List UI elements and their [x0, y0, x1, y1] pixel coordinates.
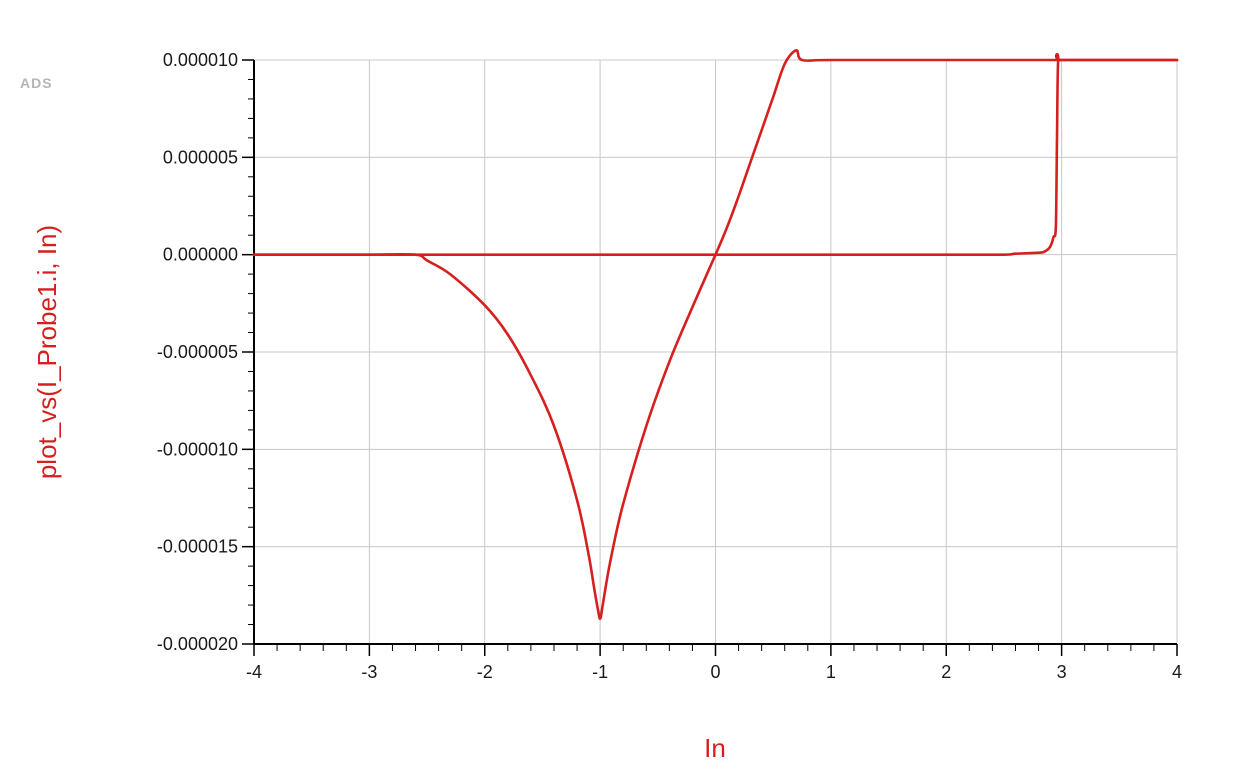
series-line-2: [252, 52, 1179, 257]
y-tick-label: -0.000010: [157, 439, 238, 459]
x-tick-label: -4: [246, 662, 262, 682]
grid: [253, 59, 1178, 645]
series-line-1: [252, 49, 1179, 621]
x-tick-label: 1: [826, 662, 836, 682]
ticks: 0.000010 0.000005 0.000000 -0.000005 -0.0000…: [157, 50, 1182, 682]
x-tick-label: 2: [941, 662, 951, 682]
x-tick-label: 3: [1057, 662, 1067, 682]
x-tick-label: -3: [361, 662, 377, 682]
series-group: [252, 49, 1179, 621]
x-tick-label: -2: [477, 662, 493, 682]
x-tick-label: 4: [1172, 662, 1182, 682]
y-tick-label: -0.000020: [157, 634, 238, 654]
watermark: ADS: [20, 75, 53, 91]
y-tick-label: -0.000005: [157, 342, 238, 362]
x-tick-label: 0: [710, 662, 720, 682]
y-tick-label: 0.000010: [163, 50, 238, 70]
y-axis-title: plot_vs(I_Probe1.i, In): [32, 225, 62, 479]
x-axis-title: In: [704, 733, 726, 763]
y-tick-label: 0.000005: [163, 147, 238, 167]
y-tick-label: 0.000000: [163, 245, 238, 265]
x-tick-label: -1: [592, 662, 608, 682]
y-tick-label: -0.000015: [157, 537, 238, 557]
